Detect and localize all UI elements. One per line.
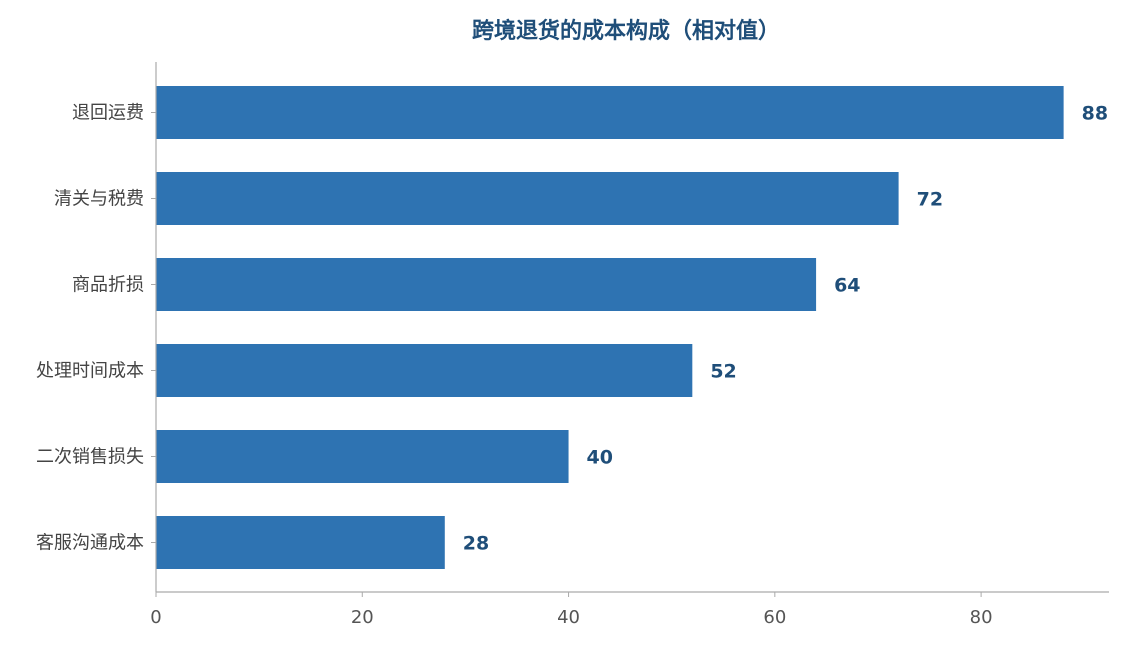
x-tick-label-3: 40 [557, 607, 580, 628]
category-label-2: 清关与税费 [54, 189, 144, 210]
bar-5 [156, 430, 569, 483]
value-label-3: 64 [834, 275, 860, 297]
value-label-1: 88 [1082, 103, 1108, 125]
value-label-4: 52 [710, 361, 736, 383]
category-label-1: 退回运费 [72, 103, 144, 124]
x-tick-label-4: 60 [763, 607, 786, 628]
value-label-6: 28 [463, 533, 489, 555]
x-tick-label-1: 0 [150, 607, 161, 628]
value-label-2: 72 [917, 189, 943, 211]
axes-layer: 0 20 40 60 80 [150, 62, 1109, 628]
category-label-3: 商品折损 [72, 275, 144, 296]
category-label-6: 客服沟通成本 [36, 533, 144, 554]
value-label-5: 40 [587, 447, 613, 469]
category-label-4: 处理时间成本 [36, 361, 144, 382]
category-label-5: 二次销售损失 [36, 447, 144, 468]
x-tick-label-2: 20 [351, 607, 374, 628]
chart-title: 跨境退货的成本构成（相对值） [472, 18, 780, 44]
bar-3 [156, 258, 817, 311]
bar-4 [156, 344, 693, 397]
bar-1 [156, 86, 1064, 139]
x-tick-label-5: 80 [970, 607, 993, 628]
bars-layer [156, 86, 1064, 569]
bar-2 [156, 172, 899, 225]
bar-6 [156, 516, 445, 569]
labels-layer: 88 退回运费 72 清关与税费 64 商品折损 52 处理时间成本 40 二次销售损失 28 客服沟… [36, 103, 1108, 555]
